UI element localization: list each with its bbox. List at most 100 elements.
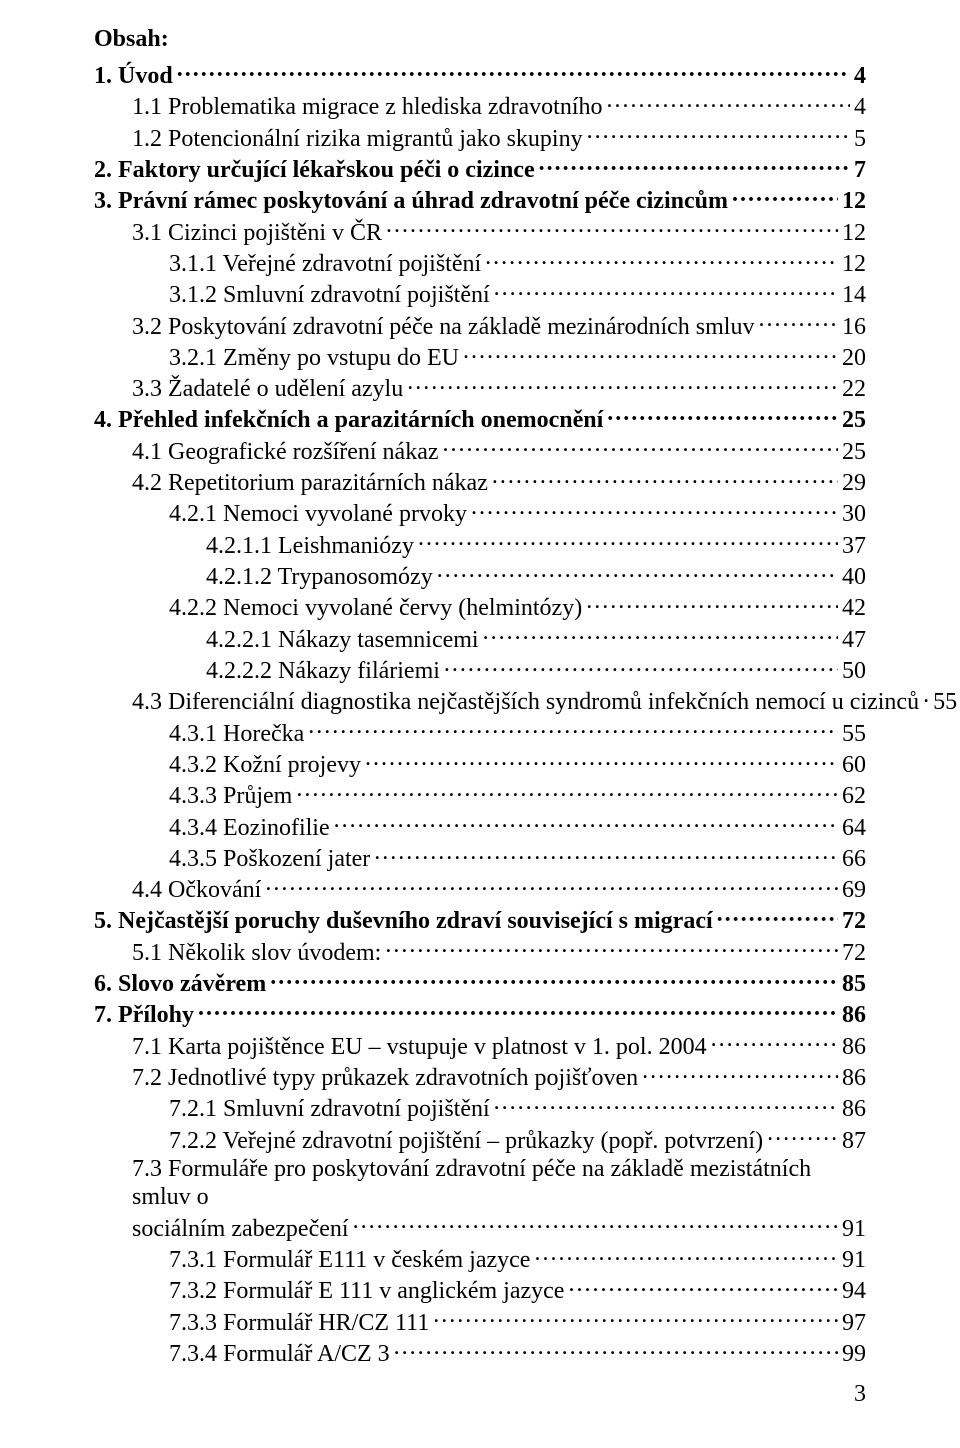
toc-entry: 7.2.1 Smluvní zdravotní pojištění 86 — [169, 1092, 866, 1123]
toc-label: 4.2.1.2 Trypanosomózy — [206, 563, 433, 591]
toc-page: 25 — [842, 438, 866, 466]
toc-leader — [494, 278, 838, 302]
toc-page: 85 — [842, 970, 866, 998]
toc-label: 3.3 Žadatelé o udělení azylu — [132, 375, 403, 403]
toc-leader — [433, 1306, 838, 1330]
toc-entry: 2. Faktory určující lékařskou péči o ciz… — [94, 153, 866, 184]
toc-page: 4 — [854, 93, 866, 121]
toc-leader — [492, 466, 838, 490]
toc-label: 7.3.3 Formulář HR/CZ 111 — [169, 1309, 429, 1337]
toc-entry: 7. Přílohy86 — [94, 998, 866, 1029]
toc-leader — [374, 842, 838, 866]
toc-entry: 4.2.1.2 Trypanosomózy 40 — [206, 560, 866, 591]
toc-label: 3. Právní rámec poskytování a úhrad zdra… — [94, 187, 728, 215]
toc-entry: 1. Úvod 4 — [94, 59, 866, 90]
toc-leader — [587, 122, 850, 146]
toc-entry: 7.3.3 Formulář HR/CZ 11197 — [169, 1306, 866, 1337]
toc-label: 4.2.2.2 Nákazy filáriemi — [206, 657, 440, 685]
toc-entry: 6. Slovo závěrem85 — [94, 967, 866, 998]
toc-label: 7.2.1 Smluvní zdravotní pojištění — [169, 1095, 490, 1123]
toc-page: 62 — [842, 782, 866, 810]
toc-label: 7.3 Formuláře pro poskytování zdravotní … — [132, 1156, 811, 1210]
toc-leader — [353, 1212, 838, 1236]
toc-page: 91 — [842, 1246, 866, 1274]
toc-entry: 3.1.1 Veřejné zdravotní pojištění12 — [169, 247, 866, 278]
toc-entry: 7.3.4 Formulář A/CZ 399 — [169, 1337, 866, 1368]
toc-label: 4.2.2.1 Nákazy tasemnicemi — [206, 626, 479, 654]
toc-page: 22 — [842, 375, 866, 403]
toc-entry: 4.2.2.2 Nákazy filáriemi50 — [206, 654, 866, 685]
toc-leader — [407, 372, 838, 396]
toc-page: 37 — [842, 532, 866, 560]
toc-page: 12 — [842, 250, 866, 278]
toc-entry: 7.3.2 Formulář E 111 v anglickém jazyce9… — [169, 1274, 866, 1305]
toc-label: 3.1 Cizinci pojištěni v ČR — [132, 219, 382, 247]
toc-label: 7.1 Karta pojištěnce EU – vstupuje v pla… — [132, 1033, 707, 1061]
toc-page: 12 — [842, 219, 866, 247]
toc-leader — [418, 529, 838, 553]
toc-leader — [568, 1274, 838, 1298]
toc-leader — [607, 90, 850, 114]
toc-entry: 4.2 Repetitorium parazitárních nákaz29 — [132, 466, 866, 497]
toc-leader — [386, 216, 838, 240]
toc-page: 4 — [854, 62, 866, 90]
toc-leader — [394, 1337, 838, 1361]
toc-page: 12 — [842, 187, 866, 215]
toc-label: 7.3.1 Formulář E111 v českém jazyce — [169, 1246, 530, 1274]
toc-label: 7.2 Jednotlivé typy průkazek zdravotních… — [132, 1064, 638, 1092]
toc-entry: 4.2.1.1 Leishmaniózy 37 — [206, 529, 866, 560]
toc-label: 4.3.1 Horečka — [169, 720, 304, 748]
toc-page: 86 — [842, 1095, 866, 1123]
toc-page: 14 — [842, 281, 866, 309]
toc-page: 42 — [842, 594, 866, 622]
toc-label: 4.3.5 Poškození jater — [169, 845, 370, 873]
toc-page: 86 — [842, 1064, 866, 1092]
toc-entry: 3.1 Cizinci pojištěni v ČR 12 — [132, 216, 866, 247]
toc-label: 7.3.2 Formulář E 111 v anglickém jazyce — [169, 1277, 564, 1305]
toc-entry: 4.3.1 Horečka55 — [169, 717, 866, 748]
toc-label: 3.2 Poskytování zdravotní péče na základ… — [132, 313, 754, 341]
toc-label: 4.1 Geografické rozšíření nákaz — [132, 438, 439, 466]
toc-page: 55 — [933, 688, 957, 716]
toc-page: 72 — [842, 907, 866, 935]
toc-leader — [758, 310, 838, 334]
toc-page: 86 — [842, 1033, 866, 1061]
toc-label: 1.2 Potencionální rizika migrantů jako s… — [132, 125, 583, 153]
toc-leader — [437, 560, 838, 584]
toc-leader — [711, 1030, 838, 1054]
document-page: Obsah: 1. Úvod 4 1.1 Problematika migrace … — [0, 0, 960, 1448]
toc-entry: 1.1 Problematika migrace z hlediska zdra… — [132, 90, 866, 121]
toc-label: sociálním zabezpečení — [132, 1215, 349, 1243]
toc-label: 5. Nejčastější poruchy duševního zdraví … — [94, 907, 713, 935]
toc-label: 4.3.2 Kožní projevy — [169, 751, 361, 779]
toc-leader — [463, 341, 838, 365]
toc-page: 40 — [842, 563, 866, 591]
toc-label: 4.2.1.1 Leishmaniózy — [206, 532, 414, 560]
toc-leader — [923, 685, 929, 709]
toc-leader — [607, 403, 838, 427]
toc-leader — [767, 1124, 838, 1148]
toc-page: 5 — [854, 125, 866, 153]
toc-leader — [485, 247, 838, 271]
toc-leader — [177, 59, 850, 83]
page-number: 3 — [854, 1381, 866, 1408]
toc-leader — [270, 967, 838, 991]
toc-leader — [494, 1092, 838, 1116]
toc-entry: 7.2.2 Veřejné zdravotní pojištění – průk… — [169, 1124, 866, 1155]
toc-leader — [534, 1243, 838, 1267]
toc-label: 1. Úvod — [94, 62, 173, 90]
toc-page: 87 — [842, 1127, 866, 1155]
toc-entry: 4.4 Očkování69 — [132, 873, 866, 904]
toc-label: 4.3.4 Eozinofilie — [169, 814, 330, 842]
toc-leader — [717, 904, 838, 928]
toc-page: 25 — [842, 406, 866, 434]
toc-container: 1. Úvod 4 1.1 Problematika migrace z hledi… — [94, 59, 866, 1368]
toc-heading: Obsah: — [94, 26, 866, 53]
toc-label: 7. Přílohy — [94, 1001, 194, 1029]
toc-entry: 3.2.1 Změny po vstupu do EU20 — [169, 341, 866, 372]
toc-leader — [732, 184, 838, 208]
toc-page: 60 — [842, 751, 866, 779]
toc-label: 1.1 Problematika migrace z hlediska zdra… — [132, 93, 603, 121]
toc-page: 66 — [842, 845, 866, 873]
toc-entry: 4.3.5 Poškození jater 66 — [169, 842, 866, 873]
